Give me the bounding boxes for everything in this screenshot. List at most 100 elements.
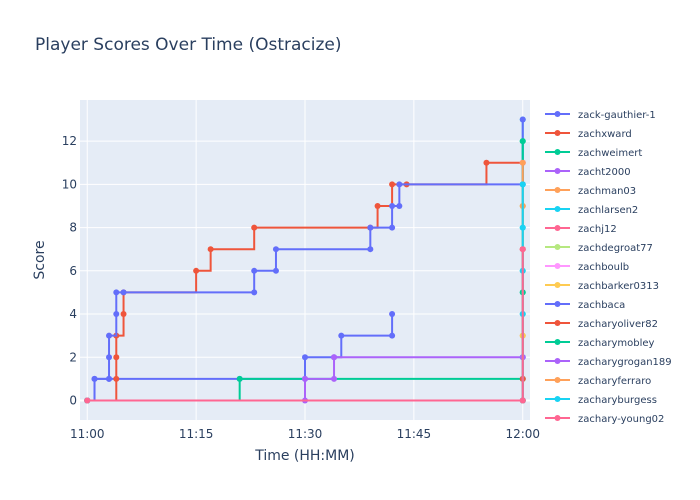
legend-swatch-marker bbox=[554, 206, 561, 212]
data-point bbox=[84, 397, 91, 404]
x-tick-label: 11:30 bbox=[288, 427, 323, 441]
series-zachbaca bbox=[84, 116, 526, 404]
data-point bbox=[251, 267, 258, 274]
data-point bbox=[91, 375, 98, 382]
y-tick-label: 4 bbox=[69, 307, 77, 321]
legend-label: zacharygrogan189 bbox=[578, 357, 672, 368]
data-point bbox=[389, 311, 396, 318]
legend-swatch-marker bbox=[554, 339, 561, 345]
legend-label: zachboulb bbox=[578, 262, 629, 273]
data-point bbox=[106, 332, 113, 339]
legend-label: zachary-young02 bbox=[578, 414, 664, 425]
data-point bbox=[193, 267, 200, 274]
y-tick-label: 10 bbox=[62, 177, 77, 191]
data-point bbox=[396, 202, 403, 209]
legend-label: zachlarsen2 bbox=[578, 205, 638, 216]
legend[interactable]: zack-gauthier-1 zachxward zachweimert zacht… bbox=[545, 110, 672, 425]
data-point bbox=[113, 311, 120, 318]
data-point bbox=[519, 181, 526, 188]
legend-label: zachman03 bbox=[578, 186, 636, 197]
y-tick-label: 0 bbox=[69, 394, 77, 408]
legend-item[interactable]: zachdegroat77 bbox=[545, 243, 653, 254]
legend-item[interactable]: zachj12 bbox=[545, 224, 617, 235]
legend-label: zack-gauthier-1 bbox=[578, 110, 656, 121]
data-point bbox=[519, 246, 526, 253]
legend-item[interactable]: zachary-young02 bbox=[545, 414, 664, 425]
x-tick-label: 11:15 bbox=[179, 427, 214, 441]
legend-item[interactable]: zachboulb bbox=[545, 262, 629, 273]
legend-item[interactable]: zachxward bbox=[545, 129, 632, 140]
legend-item[interactable]: zacharygrogan189 bbox=[545, 357, 672, 368]
data-point bbox=[338, 332, 345, 339]
x-tick-label: 11:45 bbox=[397, 427, 432, 441]
data-point bbox=[113, 354, 120, 361]
legend-item[interactable]: zachman03 bbox=[545, 186, 636, 197]
data-point bbox=[519, 397, 526, 404]
legend-swatch-marker bbox=[554, 225, 561, 231]
legend-label: zachbaca bbox=[578, 300, 625, 311]
data-point bbox=[396, 181, 403, 188]
legend-label: zacharymobley bbox=[578, 338, 655, 349]
legend-swatch-marker bbox=[554, 415, 561, 421]
legend-item[interactable]: zacharyoliver82 bbox=[545, 319, 658, 330]
y-tick-label: 12 bbox=[62, 134, 77, 148]
legend-item[interactable]: zacharyburgess bbox=[545, 395, 657, 406]
data-point bbox=[389, 181, 396, 188]
x-axis-title: Time (HH:MM) bbox=[254, 448, 355, 464]
legend-swatch-marker bbox=[554, 358, 561, 364]
data-point bbox=[519, 138, 526, 145]
legend-swatch-marker bbox=[554, 377, 561, 383]
data-point bbox=[272, 246, 279, 253]
data-point bbox=[331, 354, 338, 361]
legend-item[interactable]: zacht2000 bbox=[545, 167, 631, 178]
y-axis-title: Score bbox=[32, 240, 48, 279]
data-point bbox=[236, 375, 243, 382]
legend-swatch-marker bbox=[554, 282, 561, 288]
legend-swatch-marker bbox=[554, 244, 561, 250]
legend-label: zacharyferraro bbox=[578, 376, 651, 387]
data-point bbox=[367, 224, 374, 231]
legend-label: zacharyburgess bbox=[578, 395, 657, 406]
data-point bbox=[374, 202, 381, 209]
y-tick-label: 8 bbox=[69, 221, 77, 235]
data-point bbox=[519, 224, 526, 231]
legend-swatch-marker bbox=[554, 301, 561, 307]
x-tick-label: 11:00 bbox=[70, 427, 105, 441]
legend-swatch-marker bbox=[554, 111, 561, 117]
data-point bbox=[113, 289, 120, 296]
data-point bbox=[331, 375, 338, 382]
data-point bbox=[519, 116, 526, 123]
data-point bbox=[207, 246, 214, 253]
data-point bbox=[106, 375, 113, 382]
legend-swatch-marker bbox=[554, 320, 561, 326]
legend-item[interactable]: zack-gauthier-1 bbox=[545, 110, 656, 121]
legend-item[interactable]: zachbaca bbox=[545, 300, 625, 311]
legend-swatch-marker bbox=[554, 130, 561, 136]
data-point bbox=[120, 311, 127, 318]
data-point bbox=[302, 354, 308, 361]
legend-item[interactable]: zacharyferraro bbox=[545, 376, 651, 387]
legend-label: zachdegroat77 bbox=[578, 243, 653, 254]
legend-item[interactable]: zacharymobley bbox=[545, 338, 655, 349]
data-point bbox=[106, 354, 113, 361]
legend-label: zachj12 bbox=[578, 224, 617, 235]
legend-item[interactable]: zachbarker0313 bbox=[545, 281, 659, 292]
data-point bbox=[120, 289, 127, 296]
legend-swatch-marker bbox=[554, 149, 561, 155]
data-point bbox=[251, 289, 258, 296]
data-point bbox=[251, 224, 258, 231]
legend-item[interactable]: zachweimert bbox=[545, 148, 642, 159]
series-zachary-young02 bbox=[84, 246, 526, 404]
y-tick-label: 6 bbox=[69, 264, 77, 278]
series-group bbox=[84, 116, 526, 404]
legend-swatch-marker bbox=[554, 396, 561, 402]
legend-label: zacharyoliver82 bbox=[578, 319, 658, 330]
data-point bbox=[367, 246, 374, 253]
legend-label: zacht2000 bbox=[578, 167, 631, 178]
legend-swatch-marker bbox=[554, 187, 561, 193]
data-point bbox=[389, 202, 396, 209]
data-point bbox=[389, 224, 396, 231]
y-axis-ticks: 0 2 4 6 8 10 12 bbox=[62, 134, 77, 407]
legend-item[interactable]: zachlarsen2 bbox=[545, 205, 638, 216]
